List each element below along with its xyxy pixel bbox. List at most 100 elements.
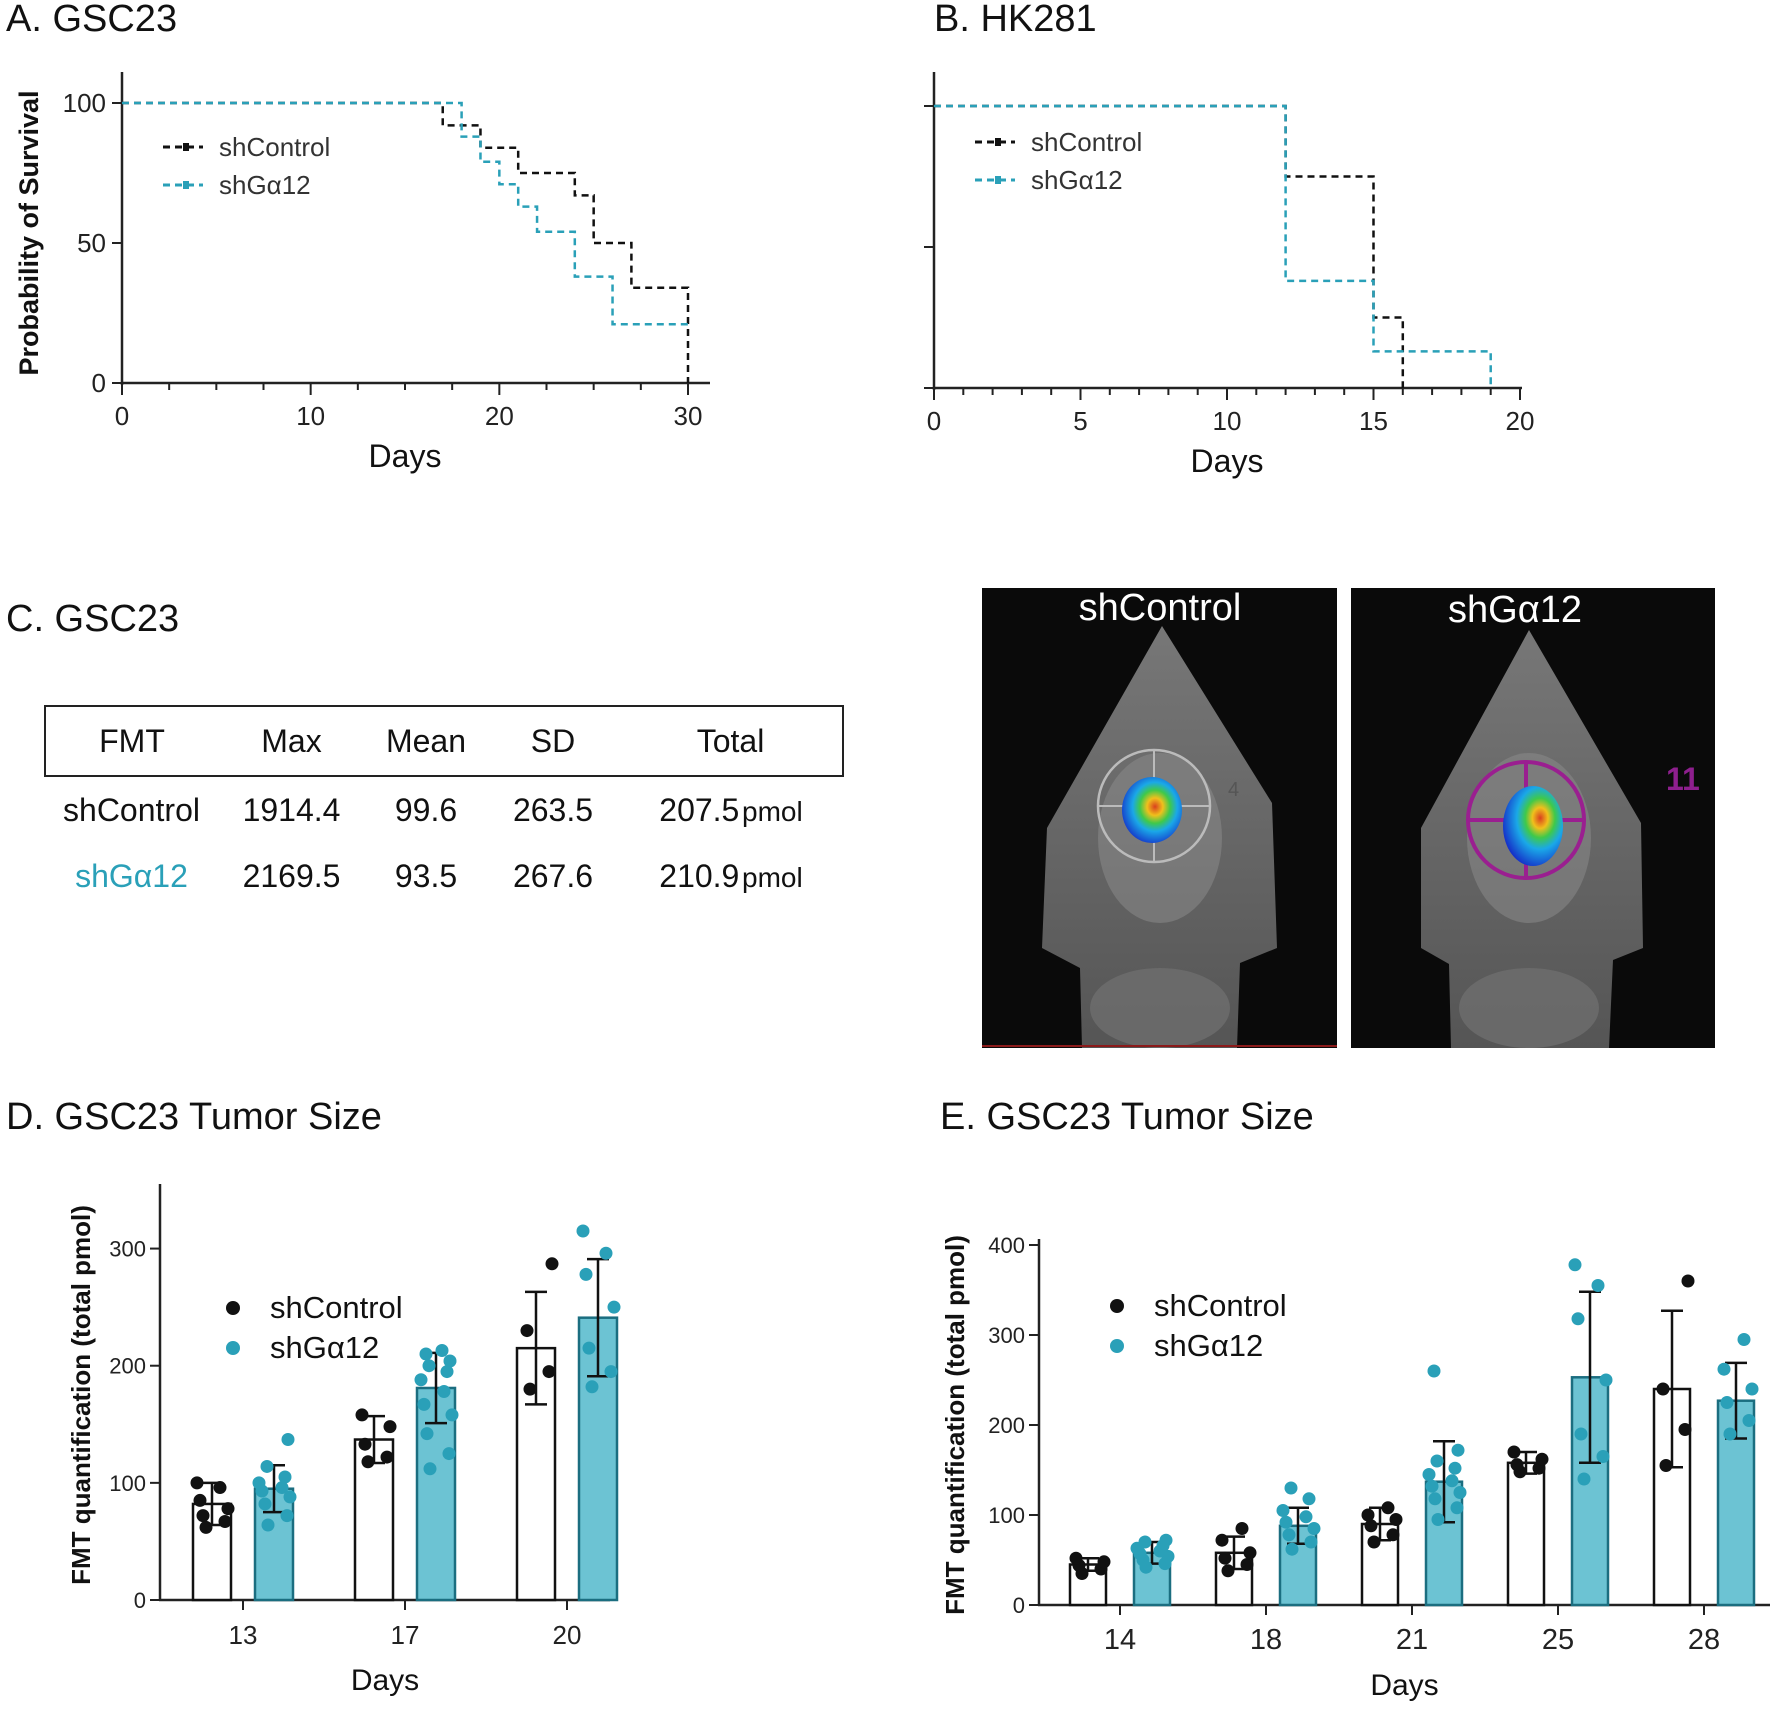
y-tick-label: 300 bbox=[988, 1323, 1025, 1348]
data-point-shga12 bbox=[1742, 1414, 1756, 1427]
legend-marker bbox=[183, 181, 189, 189]
x-tick-label: 20 bbox=[553, 1620, 582, 1650]
roi-left-marker: 4 bbox=[1228, 779, 1239, 801]
data-point-shga12 bbox=[443, 1354, 457, 1368]
row-sd: 267.6 bbox=[512, 857, 594, 894]
data-point-shga12 bbox=[442, 1447, 456, 1461]
x-tick-label: 10 bbox=[296, 401, 325, 431]
x-tick-label: 17 bbox=[391, 1620, 420, 1650]
x-tick-label: 15 bbox=[1359, 406, 1388, 436]
mouse-shoulder-shade bbox=[1459, 968, 1599, 1048]
data-point-shcontrol bbox=[1681, 1274, 1695, 1288]
survival-chart-hk281: 05010005101520DaysProbability of Surviva… bbox=[924, 72, 1534, 479]
x-tick-label: 5 bbox=[1073, 406, 1087, 436]
row-total-value: 210.9 bbox=[659, 857, 740, 894]
y-tick-label: 0 bbox=[92, 368, 106, 398]
data-point-shga12 bbox=[1282, 1528, 1296, 1542]
data-point-shga12 bbox=[585, 1380, 599, 1394]
data-point-shcontrol bbox=[358, 1437, 372, 1451]
data-point-shga12 bbox=[1422, 1468, 1436, 1481]
image-label-shcontrol: shControl bbox=[1079, 588, 1242, 629]
header-fmt: FMT bbox=[44, 705, 218, 777]
survival-line-shga12 bbox=[122, 101, 688, 326]
data-point-shga12 bbox=[1425, 1479, 1439, 1493]
row-total-value: 207.5 bbox=[659, 791, 740, 828]
data-point-shga12 bbox=[1431, 1513, 1445, 1526]
data-point-shga12 bbox=[437, 1384, 451, 1398]
bar-shcontrol bbox=[1506, 1461, 1546, 1607]
data-point-shcontrol bbox=[193, 1493, 207, 1507]
row-total: 210.9 pmol bbox=[619, 843, 843, 909]
data-point-shga12 bbox=[1138, 1535, 1152, 1549]
row-name: shControl bbox=[63, 791, 200, 828]
row-name: shGα12 bbox=[75, 857, 188, 894]
data-point-shga12 bbox=[275, 1481, 289, 1495]
data-point-shcontrol bbox=[1678, 1423, 1692, 1436]
survival-line-shcontrol bbox=[934, 104, 1405, 388]
data-point-shga12 bbox=[579, 1267, 593, 1281]
fmt-image-shga12: 11 shGα12 bbox=[1351, 588, 1715, 1048]
panel-a-title: A. GSC23 bbox=[6, 0, 178, 40]
data-point-shga12 bbox=[576, 1224, 590, 1238]
data-point-shga12 bbox=[1299, 1510, 1313, 1524]
data-point-shga12 bbox=[1723, 1427, 1737, 1441]
data-point-shga12 bbox=[420, 1427, 434, 1441]
data-point-shcontrol bbox=[190, 1476, 204, 1490]
data-point-shcontrol bbox=[1381, 1501, 1395, 1515]
data-point-shga12 bbox=[419, 1347, 433, 1361]
fluorescence-signal bbox=[1122, 777, 1182, 843]
x-axis-label: Days bbox=[369, 438, 442, 474]
row-mean: 99.6 bbox=[394, 791, 458, 828]
data-point-shcontrol bbox=[383, 1420, 397, 1434]
legend-marker bbox=[226, 1301, 240, 1315]
tumor-size-chart-e: 0 100 200 300 400 14 18 21 25 28 Days FMT quantific… bbox=[940, 1233, 1770, 1702]
data-point-shcontrol bbox=[1510, 1458, 1524, 1472]
y-tick-label: 200 bbox=[988, 1413, 1025, 1438]
data-point-shcontrol bbox=[221, 1502, 235, 1516]
data-point-shga12 bbox=[1596, 1450, 1610, 1463]
y-tick-label: 100 bbox=[109, 1471, 146, 1496]
row-total-unit: pmol bbox=[742, 861, 803, 893]
data-point-shcontrol bbox=[218, 1515, 232, 1529]
data-point-shga12 bbox=[1568, 1258, 1582, 1272]
data-point-shga12 bbox=[582, 1341, 596, 1355]
data-point-shga12 bbox=[260, 1459, 274, 1473]
y-axis-label: Probability of Survival bbox=[14, 90, 44, 375]
y-axis-label: FMT quantification (total pmol) bbox=[66, 1205, 96, 1585]
survival-line-shga12 bbox=[934, 104, 1492, 388]
data-point-shcontrol bbox=[355, 1408, 369, 1422]
legend-label: shControl bbox=[1154, 1288, 1287, 1323]
fmt-image-shcontrol: 4 shControl bbox=[982, 588, 1337, 1048]
x-tick-label: 0 bbox=[927, 406, 941, 436]
data-point-shga12 bbox=[1453, 1486, 1467, 1499]
data-point-shga12 bbox=[1302, 1492, 1316, 1506]
x-tick-label: 14 bbox=[1104, 1624, 1136, 1656]
header-mean: Mean bbox=[365, 705, 487, 777]
legend-marker bbox=[995, 138, 1001, 146]
data-point-shcontrol bbox=[1659, 1459, 1673, 1472]
y-tick-label: 0 bbox=[1013, 1593, 1025, 1618]
data-point-shcontrol bbox=[1218, 1551, 1232, 1565]
panel-c-title: C. GSC23 bbox=[6, 598, 180, 640]
x-axis-label: Days bbox=[1370, 1669, 1438, 1702]
legend-marker bbox=[1110, 1299, 1124, 1313]
x-tick-label: 25 bbox=[1542, 1624, 1574, 1656]
data-point-shga12 bbox=[1450, 1501, 1464, 1515]
table-row: shControl 1914.4 99.6 263.5 207.5 pmol bbox=[45, 776, 843, 843]
data-point-shcontrol bbox=[1221, 1564, 1235, 1578]
data-point-shcontrol bbox=[523, 1382, 537, 1396]
legend-label: shGα12 bbox=[1031, 165, 1123, 195]
fmt-stats-table: FMT Max Mean SD Total shControl 1914.4 9… bbox=[44, 705, 844, 909]
data-point-shga12 bbox=[1279, 1515, 1293, 1529]
roi-number: 11 bbox=[1666, 761, 1700, 797]
legend-label: shGα12 bbox=[219, 170, 311, 200]
row-mean: 93.5 bbox=[394, 857, 458, 894]
y-tick-label: 200 bbox=[109, 1354, 146, 1379]
data-point-shga12 bbox=[281, 1433, 295, 1447]
data-point-shcontrol bbox=[380, 1450, 394, 1464]
data-point-shga12 bbox=[422, 1359, 436, 1373]
x-tick-label: 0 bbox=[115, 401, 129, 431]
data-point-shcontrol bbox=[199, 1520, 213, 1534]
legend-label: shControl bbox=[270, 1290, 403, 1325]
survival-line-shcontrol bbox=[122, 101, 690, 383]
